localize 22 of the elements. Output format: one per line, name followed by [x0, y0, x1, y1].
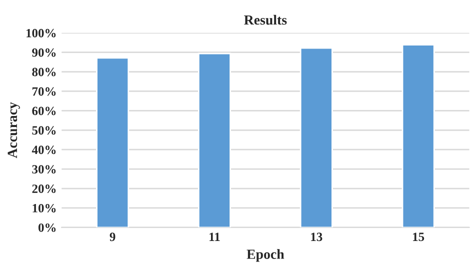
y-tick-label: 80%	[32, 68, 56, 76]
y-tick-label: 10%	[32, 204, 56, 212]
y-tick-label: 50%	[32, 126, 56, 135]
y-tick-label: 100%	[26, 28, 56, 38]
y-tick-label: 60%	[32, 106, 56, 116]
y-tick-label: 20%	[32, 184, 56, 194]
y-tick-label: 90%	[32, 48, 56, 57]
chart-title: Results	[244, 14, 287, 25]
bar	[198, 52, 231, 228]
bar	[96, 57, 130, 228]
x-tick-label: 9	[110, 232, 116, 242]
y-tick-label: 70%	[32, 87, 56, 96]
y-axis-title: Accuracy	[8, 102, 20, 158]
x-tick-label: 15	[413, 232, 424, 242]
x-axis-title: Epoch	[246, 249, 284, 262]
bar	[300, 47, 333, 228]
bar	[402, 44, 435, 228]
x-tick-label: 11	[210, 232, 220, 241]
y-tick-label: 0%	[38, 223, 56, 232]
x-tick-label: 13	[311, 232, 322, 242]
y-tick-label: 40%	[32, 146, 56, 154]
y-tick-label: 30%	[32, 165, 56, 174]
